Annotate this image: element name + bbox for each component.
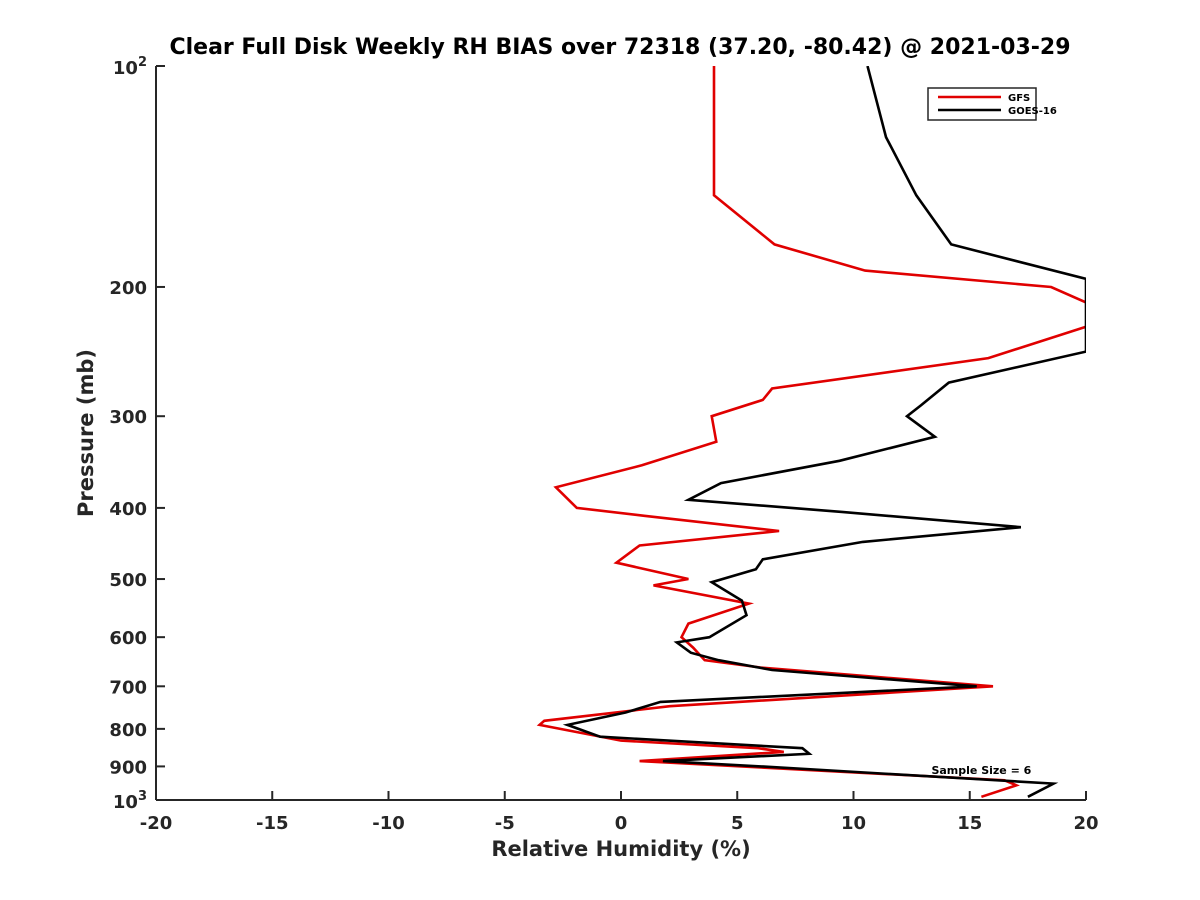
annotations: Sample Size = 6	[931, 764, 1031, 777]
sample-size-annotation: Sample Size = 6	[931, 764, 1031, 777]
y-tick-label-exponent: 3	[138, 789, 147, 804]
x-tick-label: 5	[731, 813, 744, 834]
x-tick-label: -15	[256, 813, 289, 834]
y-tick-label: 102	[113, 55, 147, 79]
y-tick-label-base: 10	[113, 58, 138, 79]
legend-label: GFS	[1008, 93, 1030, 104]
y-tick-label: 400	[109, 499, 147, 520]
y-axis-label: Pressure (mb)	[74, 349, 98, 517]
gfs-series-line	[536, 66, 1086, 799]
x-tick-label: -10	[372, 813, 405, 834]
x-tick-label: -5	[495, 813, 515, 834]
plot-area	[536, 66, 1086, 799]
y-tick-label: 500	[109, 570, 147, 591]
x-tick-label: -20	[140, 813, 173, 834]
goes-16-series-line	[562, 66, 1086, 798]
chart-title: Clear Full Disk Weekly RH BIAS over 7231…	[169, 35, 1070, 60]
y-tick-label-exponent: 2	[138, 55, 147, 70]
legend: GFS GOES-16	[927, 87, 1057, 121]
y-tick-label: 600	[109, 628, 147, 649]
y-tick-label: 800	[109, 720, 147, 741]
y-tick-label: 200	[109, 278, 147, 299]
y-tick-label-base: 10	[113, 792, 138, 813]
x-tick-label: 20	[1073, 813, 1098, 834]
x-tick-label: 15	[957, 813, 982, 834]
x-tick-label: 10	[841, 813, 866, 834]
axes: -20 -15 -10 -5 0 5 10 15 20102200300400500600700…	[109, 55, 1098, 834]
y-tick-label: 900	[109, 757, 147, 778]
legend-label: GOES-16	[1008, 106, 1057, 117]
y-tick-label: 700	[109, 677, 147, 698]
y-tick-label: 300	[109, 407, 147, 428]
legend-box	[927, 87, 1037, 121]
x-axis-label: Relative Humidity (%)	[491, 837, 750, 861]
x-tick-label: 0	[615, 813, 628, 834]
y-tick-label: 103	[113, 789, 147, 813]
